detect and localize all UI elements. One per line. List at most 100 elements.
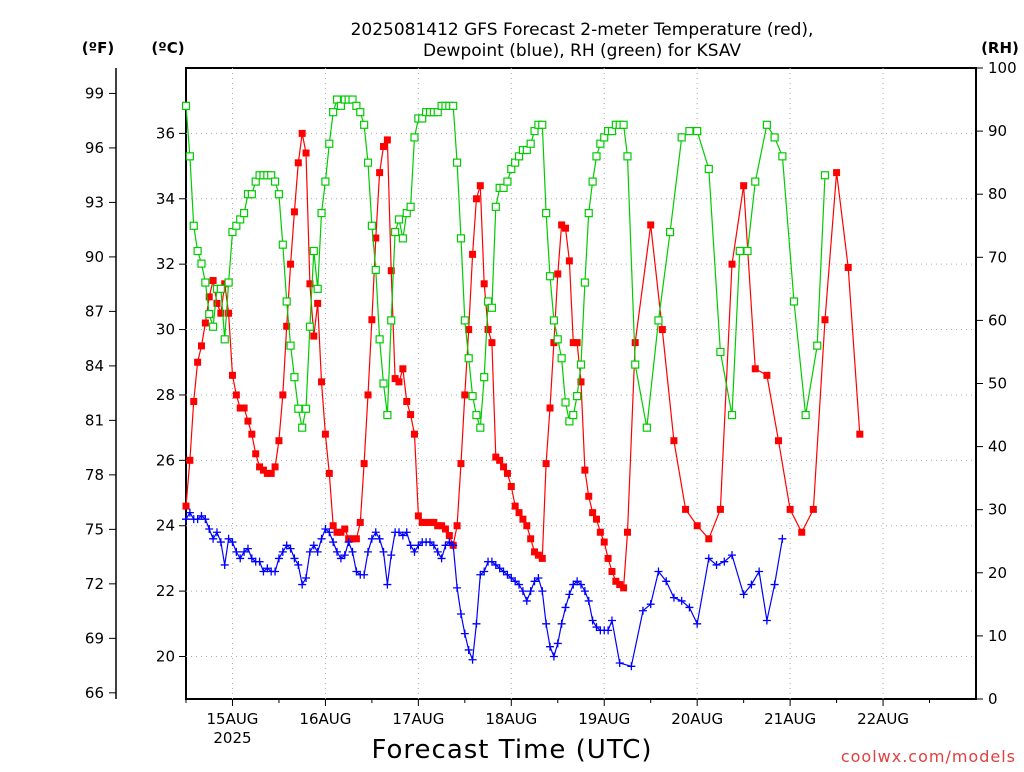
- y-axis-unit-rh: (RH): [981, 39, 1019, 57]
- dewpoint-point: [588, 616, 597, 625]
- rh-point: [290, 373, 299, 382]
- temperature-point: [647, 221, 655, 229]
- temperature-point: [569, 339, 577, 347]
- rh-point: [588, 177, 597, 186]
- dewpoint-point: [278, 547, 287, 556]
- rh-point: [181, 101, 191, 110]
- temperature-point: [682, 505, 690, 513]
- dewpoint-point: [348, 547, 357, 556]
- temperature-point: [275, 437, 283, 445]
- rh-point: [449, 101, 458, 110]
- dewpoint-point: [522, 596, 531, 605]
- x-tick-label: 21AUG: [764, 710, 816, 728]
- temperature-point: [538, 554, 546, 562]
- temperature-point: [321, 430, 329, 438]
- dewpoint-point: [344, 538, 353, 547]
- rh-point: [778, 152, 787, 161]
- rh-point: [526, 139, 535, 148]
- rh-point: [623, 152, 632, 161]
- temperature-point: [236, 404, 244, 412]
- temperature-point: [434, 522, 442, 530]
- dewpoint-point: [185, 508, 194, 517]
- rh-point: [294, 404, 303, 413]
- temperature-point: [310, 332, 318, 340]
- dewpoint-point: [538, 587, 547, 596]
- rh-point: [387, 316, 396, 325]
- y-tick-label-rh: 30: [988, 501, 1007, 519]
- temperature-point: [445, 532, 453, 540]
- temperature-point: [457, 460, 465, 468]
- y-tick-label-rh: 70: [988, 248, 1007, 266]
- rh-point: [762, 120, 771, 129]
- temperature-point: [422, 518, 430, 526]
- dewpoint-point: [553, 639, 562, 648]
- temperature-point: [472, 195, 480, 203]
- y-tick-label-celsius: 36: [156, 124, 175, 142]
- temperature-point: [240, 404, 248, 412]
- dewpoint-point: [236, 554, 245, 563]
- dewpoint-point: [460, 629, 469, 638]
- rh-point: [282, 297, 291, 306]
- temperature-point: [364, 391, 372, 399]
- rh-point: [325, 139, 334, 148]
- rh-point: [391, 227, 400, 237]
- temperature-point: [527, 535, 535, 543]
- dewpoint-point: [367, 534, 376, 543]
- rh-point: [770, 133, 779, 142]
- dewpoint-point: [565, 590, 574, 599]
- dewpoint-point: [720, 557, 729, 566]
- y-tick-label-fahrenheit: 75: [85, 520, 104, 538]
- rh-point: [209, 322, 218, 331]
- rh-point: [301, 404, 311, 413]
- rh-point: [592, 152, 601, 161]
- temperature-point: [360, 460, 368, 468]
- temperature-point: [399, 365, 407, 373]
- plot-layer: 20 22 24 26 28 30 32 34 36 66 69 72 75 78 81 84 87 90 93 96…: [85, 59, 1017, 747]
- y-tick-label-celsius: 30: [156, 321, 175, 339]
- temperature-point: [469, 250, 477, 258]
- rh-point: [561, 398, 570, 407]
- dewpoint-point: [615, 659, 624, 668]
- rh-point: [813, 341, 822, 350]
- dewpoint-point: [646, 600, 655, 609]
- temperature-point: [604, 554, 612, 562]
- y-tick-label-rh: 0: [988, 690, 998, 708]
- temperature-point: [589, 509, 597, 517]
- dewpoint-point: [429, 541, 438, 550]
- rh-point: [677, 133, 686, 142]
- dewpoint-point: [762, 616, 771, 625]
- dewpoint-point: [371, 528, 380, 537]
- rh-point: [487, 303, 497, 312]
- temperature-point: [197, 342, 205, 350]
- dewpoint-point: [216, 538, 225, 547]
- temperature-point: [352, 535, 360, 543]
- temperature-point: [329, 522, 337, 530]
- rh-point: [619, 120, 628, 129]
- temperature-point: [372, 234, 380, 242]
- rh-point: [313, 284, 322, 293]
- credit-text: coolwx.com/models: [841, 747, 1016, 766]
- y-tick-label-rh: 60: [988, 311, 1007, 329]
- dewpoint-point: [243, 544, 252, 553]
- temperature-point: [403, 397, 411, 405]
- temperature-point: [620, 584, 628, 592]
- dewpoint-point: [274, 554, 283, 563]
- rh-point: [224, 278, 233, 287]
- dewpoint-point: [627, 662, 636, 671]
- temperature-point: [496, 456, 504, 464]
- y-tick-label-celsius: 22: [156, 582, 175, 600]
- dewpoint-point: [546, 642, 555, 651]
- dewpoint-point: [313, 547, 322, 556]
- dewpoint-point: [255, 557, 264, 566]
- temperature-point: [380, 142, 387, 150]
- x-year-label: 2025: [213, 729, 251, 747]
- y-tick-label-rh: 90: [988, 122, 1007, 140]
- temperature-point: [465, 326, 473, 334]
- temperature-point: [294, 159, 302, 167]
- temperature-point: [562, 224, 570, 232]
- temperature-point: [728, 260, 736, 268]
- rh-point: [542, 209, 551, 218]
- rh-point: [201, 278, 210, 287]
- temperature-point: [775, 437, 782, 445]
- y-tick-label-fahrenheit: 87: [85, 302, 104, 320]
